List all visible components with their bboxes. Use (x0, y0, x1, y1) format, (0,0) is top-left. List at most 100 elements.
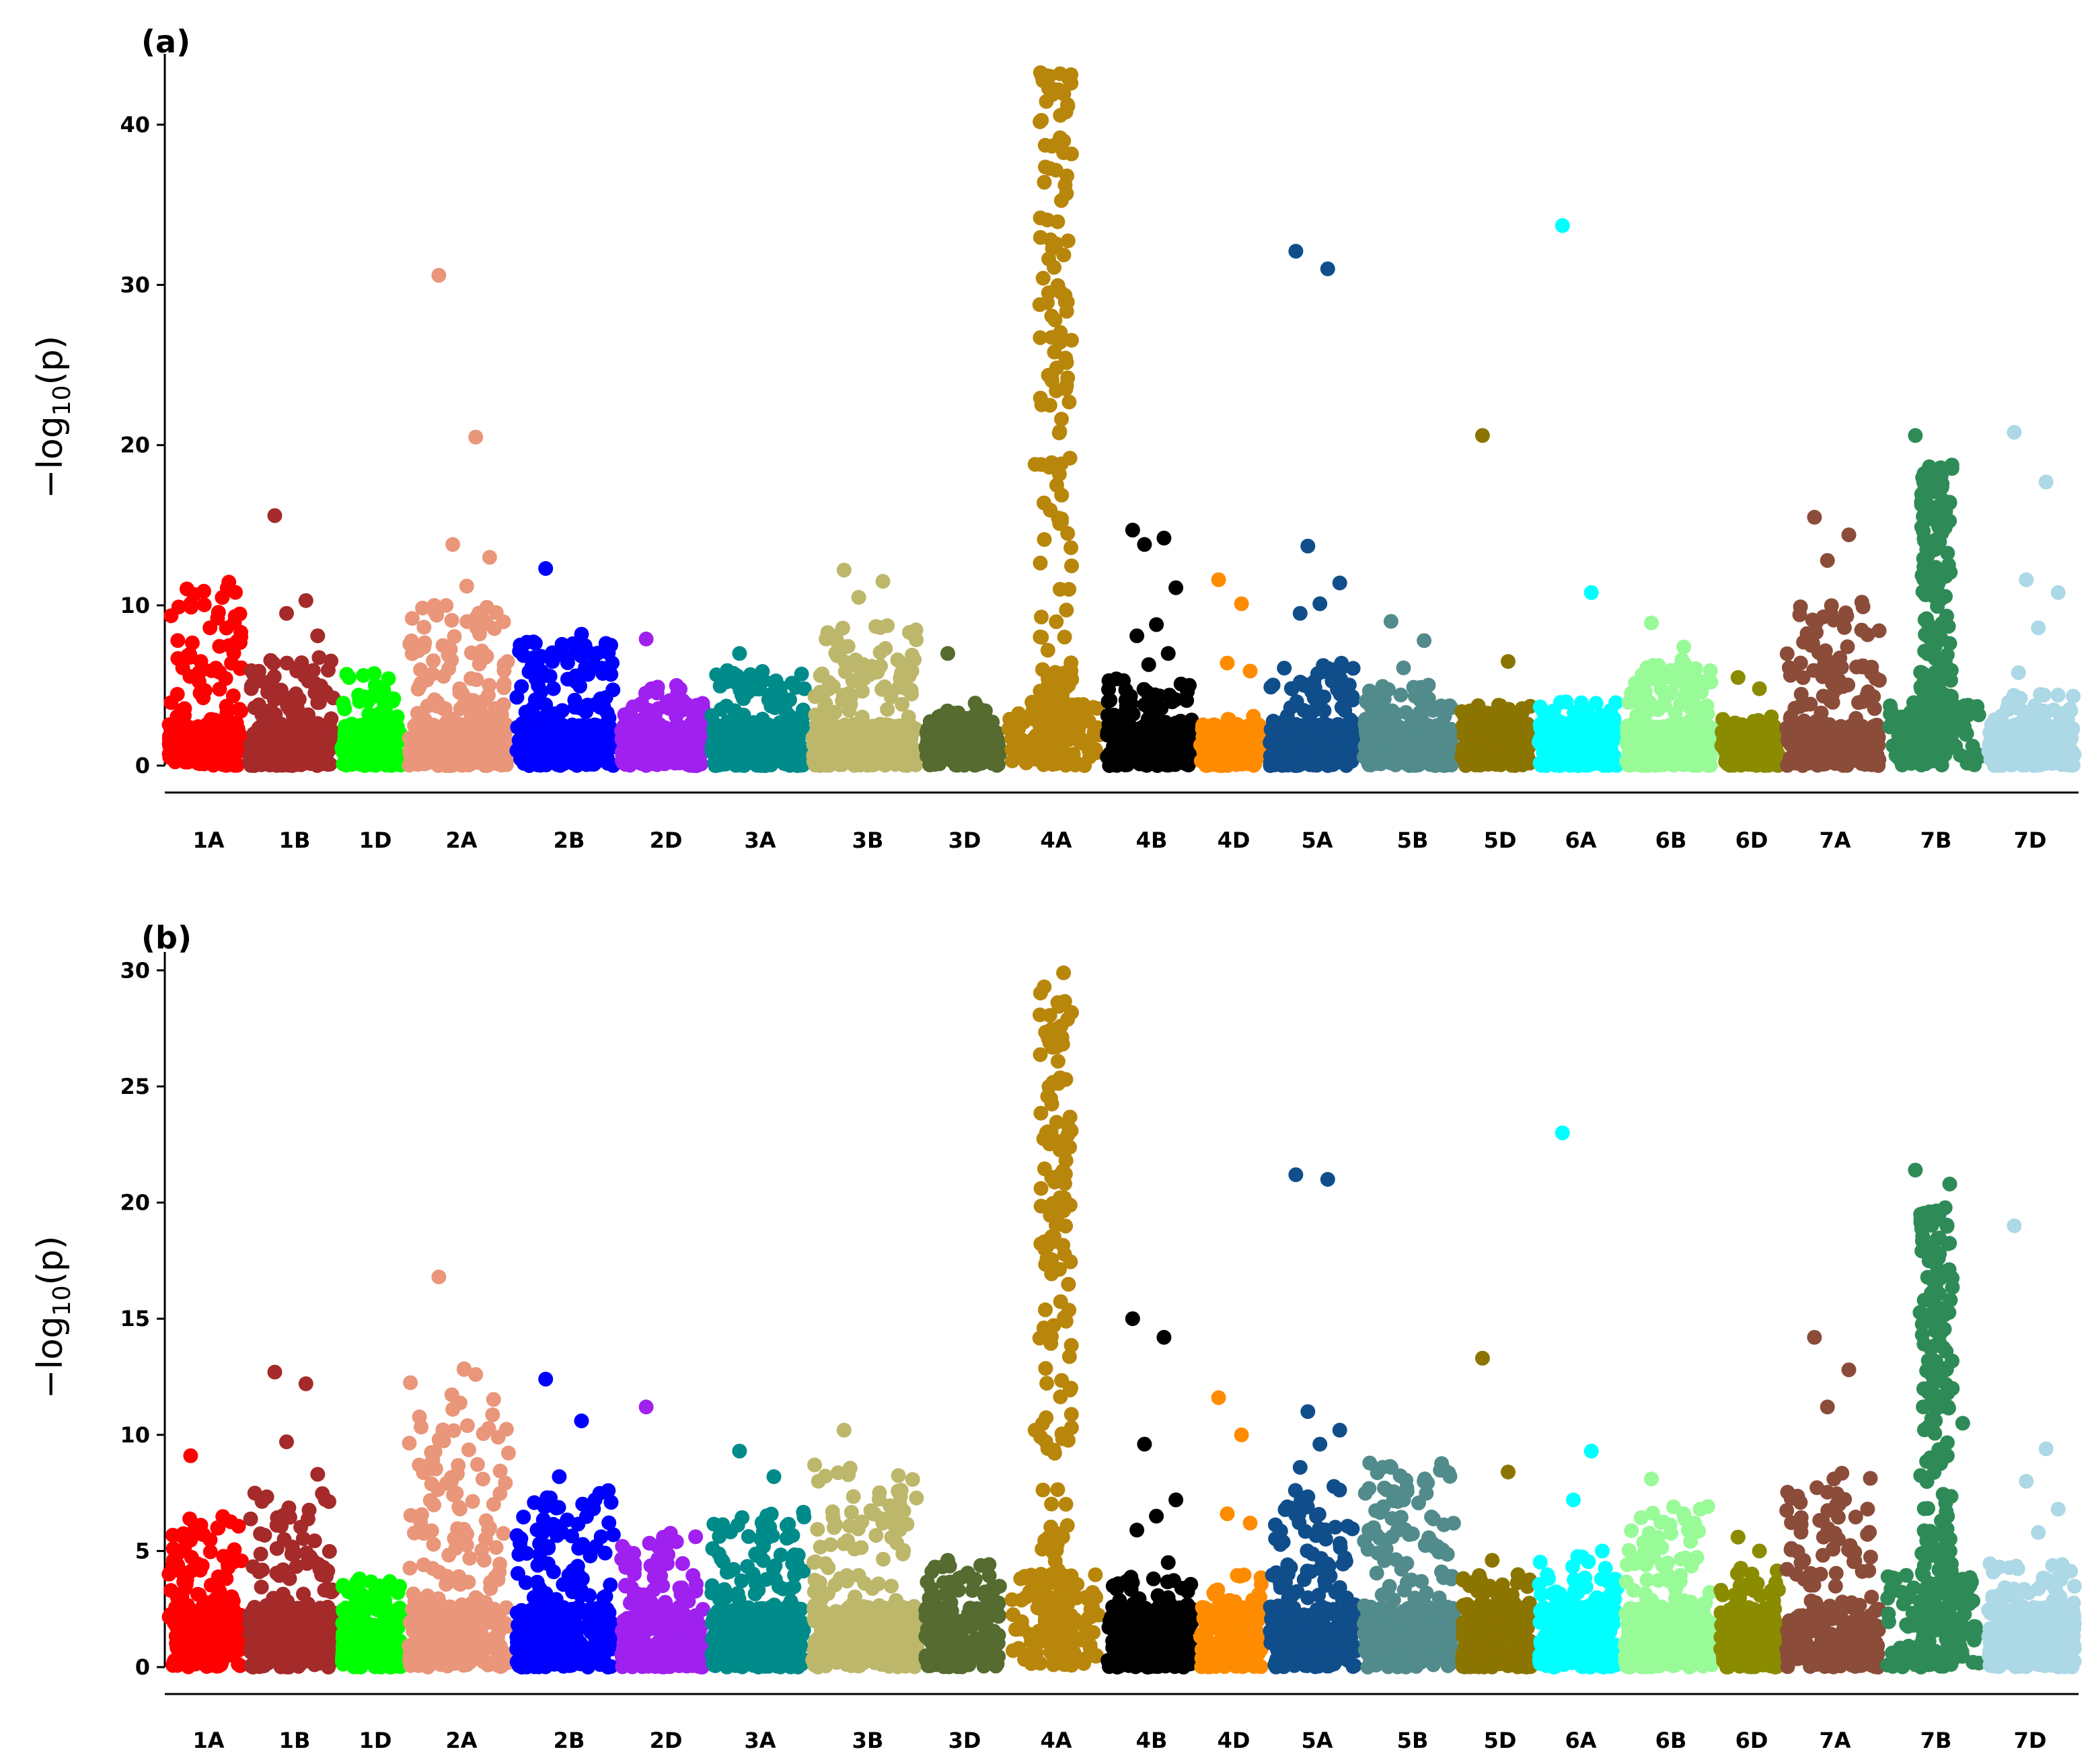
point-4A (1047, 729, 1062, 745)
point-6D (1768, 747, 1784, 762)
point-1A (192, 686, 208, 701)
point-4B (1155, 740, 1170, 756)
point-2A (455, 746, 470, 762)
point-2A (488, 707, 504, 723)
point-3B (894, 677, 909, 693)
point-1B (256, 729, 271, 745)
point-1A (233, 661, 248, 676)
point-3A (792, 738, 808, 754)
point-2A (500, 654, 515, 669)
point-5A-hit (1288, 244, 1304, 259)
point-1B (288, 686, 303, 702)
point-4B-hit (1168, 580, 1184, 595)
point-5B (1384, 703, 1400, 719)
point-1D (346, 731, 362, 746)
point-1B (266, 655, 281, 671)
point-6D (1720, 725, 1735, 741)
point-3B (877, 679, 893, 694)
point-6A (1553, 741, 1568, 757)
point-2B-hit (587, 659, 603, 674)
point-3B-hit (851, 589, 866, 605)
point-1A (182, 669, 198, 684)
point-5B-hit (1383, 614, 1398, 629)
point-4A (1066, 747, 1081, 762)
point-2B (552, 747, 568, 762)
point-1A (165, 719, 181, 735)
point-5B-hit (1396, 660, 1411, 675)
point-1B-hit (310, 628, 326, 644)
point-2B (546, 681, 561, 696)
point-6D-hit (1752, 681, 1767, 696)
panel-a-y-title: −log10(p) (30, 336, 76, 499)
point-1A (178, 725, 193, 740)
point-3A (755, 664, 770, 679)
point-5A (1277, 661, 1292, 676)
point-6B-hit (1644, 616, 1659, 630)
point-5A (1324, 673, 1340, 689)
point-4A (1086, 700, 1101, 715)
panel-a-label: (a) (141, 24, 190, 60)
point-2A-hit (445, 537, 461, 552)
point-3A (713, 754, 729, 769)
point-6A (1581, 708, 1597, 724)
point-2A (422, 750, 437, 766)
point-3A (740, 685, 755, 700)
point-6B (1686, 696, 1702, 712)
point-4A (1057, 288, 1073, 303)
point-2B (524, 659, 539, 674)
point-4B (1109, 743, 1125, 759)
point-1B (289, 739, 305, 754)
point-4A (1033, 718, 1048, 733)
point-2D (680, 722, 695, 737)
point-2A (435, 701, 451, 716)
point-4A (1077, 758, 1092, 773)
point-4A-hit (1061, 582, 1077, 597)
point-1B (309, 739, 324, 754)
point-6B (1653, 673, 1668, 688)
point-2B-hit (538, 561, 554, 576)
point-6D (1753, 739, 1768, 754)
point-6A (1588, 696, 1604, 711)
point-1D (364, 690, 379, 705)
point-1B (251, 697, 266, 712)
point-3A (719, 674, 735, 690)
point-4D-hit (1234, 596, 1249, 612)
point-3D (930, 742, 945, 758)
point-2B (583, 756, 599, 772)
point-2B-hit (574, 626, 589, 642)
point-3B-hit (890, 652, 905, 667)
point-1B (315, 725, 330, 740)
point-1B (279, 655, 295, 671)
point-4A (1059, 602, 1074, 618)
point-2D-hit (650, 679, 665, 695)
point-4D-hit (1220, 655, 1235, 671)
point-1D (376, 686, 391, 701)
point-2A (410, 706, 425, 721)
point-1A (212, 665, 227, 680)
point-4A (1063, 704, 1078, 720)
point-3A-hit (732, 646, 747, 661)
point-4B (1179, 693, 1195, 708)
point-4A (1054, 412, 1069, 427)
point-4B (1173, 713, 1189, 729)
point-1D (372, 706, 387, 721)
point-4A (1002, 712, 1018, 727)
point-3B (805, 730, 821, 745)
point-5A (1306, 703, 1321, 719)
point-3A (749, 729, 764, 744)
point-5A (1345, 661, 1361, 676)
point-1A (181, 753, 196, 768)
point-4A (1045, 373, 1059, 388)
point-1B (253, 747, 268, 763)
point-6A (1567, 721, 1582, 736)
point-4A (1049, 478, 1064, 493)
point-3A (731, 724, 747, 739)
point-1B-hit (267, 508, 283, 523)
point-4A (1042, 398, 1057, 413)
point-3B (887, 719, 902, 734)
point-1B (242, 737, 258, 753)
point-1B (322, 741, 337, 757)
point-4D (1217, 722, 1232, 737)
point-3A (712, 727, 727, 742)
